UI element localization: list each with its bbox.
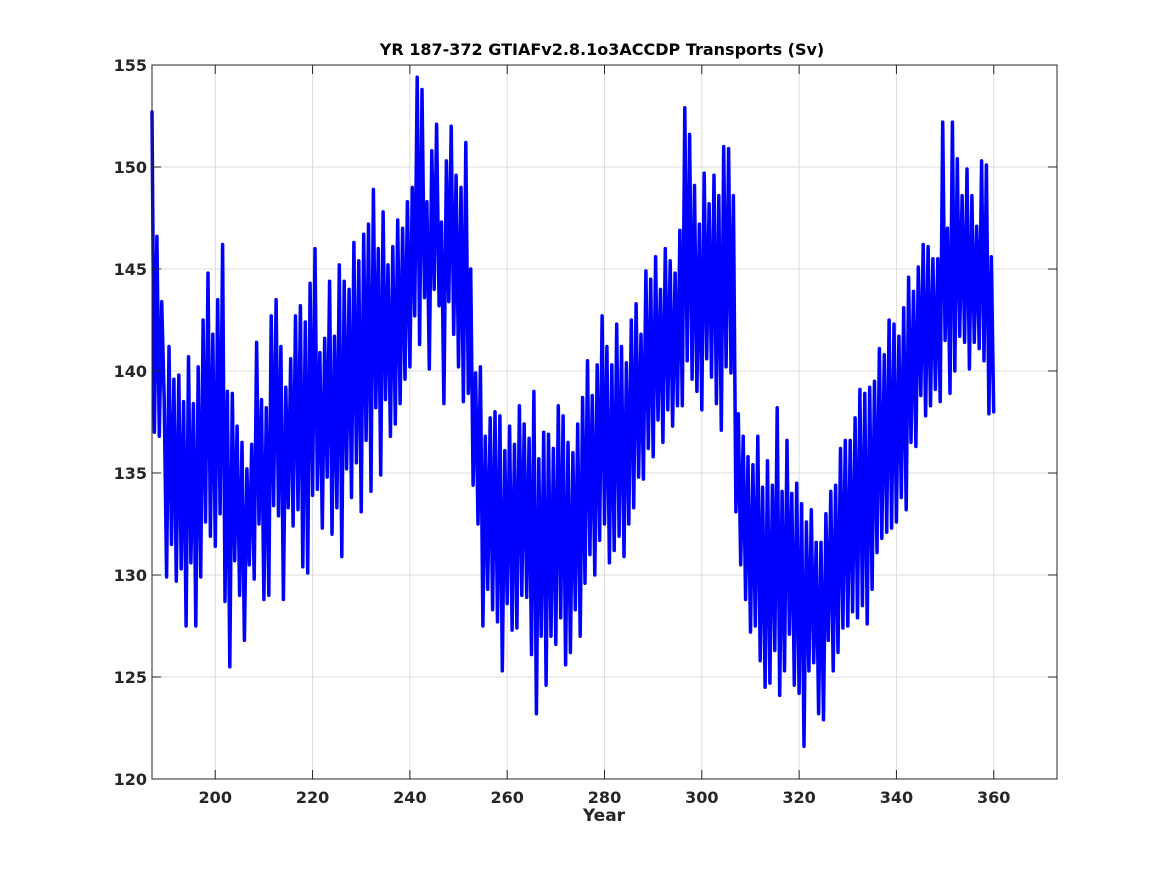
- x-tick-label: 280: [588, 788, 621, 807]
- axis-ticks: 200 220 240 260 280 300 320 340 360 120 125 130 135 1…: [114, 56, 1057, 807]
- data-series: [150, 75, 996, 749]
- x-tick-label: 360: [977, 788, 1010, 807]
- y-tick-label: 155: [114, 56, 147, 75]
- x-tick-label: 260: [490, 788, 523, 807]
- y-tick-label: 120: [114, 770, 147, 789]
- y-tick-label: 150: [114, 158, 147, 177]
- y-tick-label: 130: [114, 566, 147, 585]
- y-tick-label: 140: [114, 362, 147, 381]
- y-tick-label: 125: [114, 668, 147, 687]
- x-tick-label: 340: [880, 788, 913, 807]
- y-tick-label: 135: [114, 464, 147, 483]
- x-tick-label: 240: [393, 788, 426, 807]
- x-tick-label: 220: [296, 788, 329, 807]
- x-tick-label: 200: [199, 788, 232, 807]
- x-axis-label: Year: [582, 806, 626, 826]
- y-tick-label: 145: [114, 260, 147, 279]
- chart-title: YR 187-372 GTIAFv2.8.1o3ACCDP Transports…: [379, 40, 824, 59]
- series-line: [150, 75, 996, 749]
- x-tick-label: 320: [782, 788, 815, 807]
- x-tick-label: 300: [685, 788, 718, 807]
